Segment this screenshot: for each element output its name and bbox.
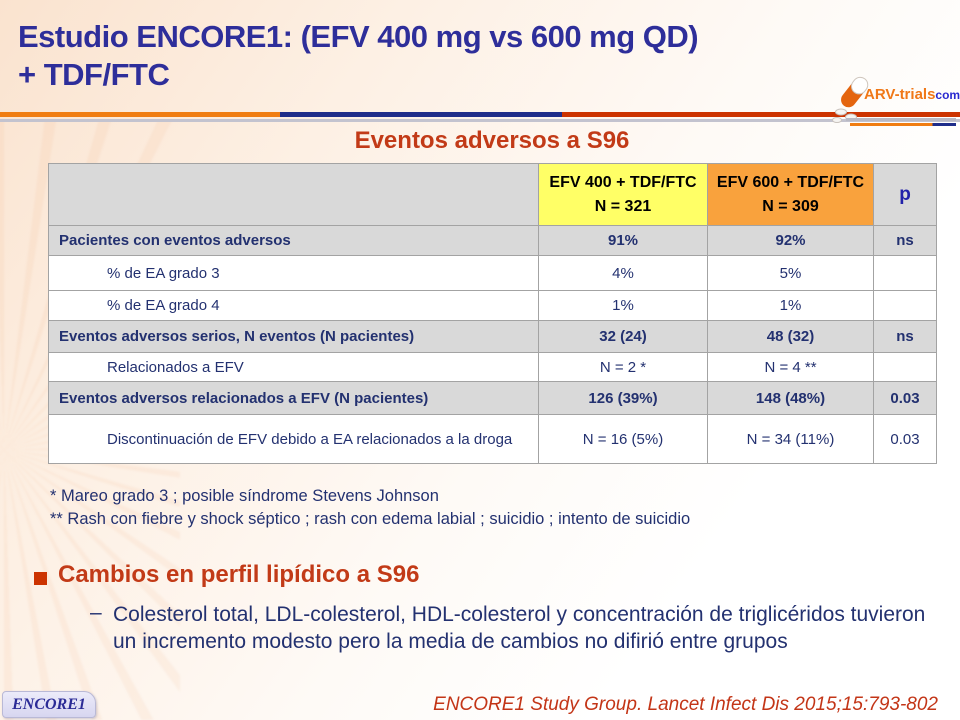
row-label: Eventos adversos relacionados a EFV (N p… [48, 381, 539, 415]
row-p-value [873, 352, 937, 382]
divider-orange-segment [0, 112, 280, 117]
arm2-name: EFV 600 + TDF/FTC [716, 174, 865, 192]
row-value-arm1: N = 16 (5%) [538, 414, 708, 464]
arv-trials-logo: ARV-trialscom [832, 74, 960, 130]
row-value-arm2: 148 (48%) [707, 381, 874, 415]
row-value-arm2: N = 34 (11%) [707, 414, 874, 464]
row-value-arm2: 92% [707, 225, 874, 256]
row-label: Relacionados a EFV [48, 352, 539, 382]
row-label: Eventos adversos serios, N eventos (N pa… [48, 320, 539, 353]
sub-bullet-dash: – [90, 601, 102, 624]
table-row: Eventos adversos serios, N eventos (N pa… [48, 320, 937, 353]
row-value-arm2: 48 (32) [707, 320, 874, 353]
header-arm1-cell: EFV 400 + TDF/FTC N = 321 [538, 163, 708, 226]
table-row: Pacientes con eventos adversos 91% 92% n… [48, 225, 937, 256]
adverse-events-table: EFV 400 + TDF/FTC N = 321 EFV 600 + TDF/… [48, 163, 937, 464]
row-p-value [873, 290, 937, 321]
footnote-1: * Mareo grado 3 ; posible síndrome Steve… [50, 487, 439, 505]
row-p-value: 0.03 [873, 381, 937, 415]
row-p-value: 0.03 [873, 414, 937, 464]
lipids-body-text: Colesterol total, LDL-colesterol, HDL-co… [113, 603, 926, 654]
row-p-value [873, 255, 937, 291]
table-row: Relacionados a EFV N = 2 * N = 4 ** [48, 352, 937, 382]
arm1-name: EFV 400 + TDF/FTC [549, 174, 697, 192]
row-value-arm1: 1% [538, 290, 708, 321]
row-value-arm1: N = 2 * [538, 352, 708, 382]
row-value-arm1: 126 (39%) [538, 381, 708, 415]
row-label: Discontinuación de EFV debido a EA relac… [48, 414, 539, 464]
encore1-badge: ENCORE1 [2, 691, 96, 718]
arm2-n: N = 309 [762, 197, 819, 215]
table-row: Eventos adversos relacionados a EFV (N p… [48, 381, 937, 415]
logo-text-main: ARV-trials [864, 86, 936, 103]
slide-title-line1: Estudio ENCORE1: (EFV 400 mg vs 600 mg Q… [18, 19, 699, 54]
logo-text-suffix: com [935, 88, 960, 102]
row-value-arm2: N = 4 ** [707, 352, 874, 382]
row-value-arm1: 91% [538, 225, 708, 256]
lipids-heading: Cambios en perfil lipídico a S96 [58, 561, 420, 588]
citation-text: ENCORE1 Study Group. Lancet Infect Dis 2… [433, 694, 938, 715]
row-label: % de EA grado 4 [48, 290, 539, 321]
header-arm2-cell: EFV 600 + TDF/FTC N = 309 [707, 163, 874, 226]
title-divider [0, 112, 960, 117]
row-value-arm1: 4% [538, 255, 708, 291]
logo-text: ARV-trialscom [864, 86, 960, 103]
divider-gray-line [0, 119, 960, 122]
slide-title-line2: + TDF/FTC [18, 56, 170, 92]
table-row: Discontinuación de EFV debido a EA relac… [48, 414, 937, 464]
divider-navy-segment [280, 112, 562, 117]
table-footnotes: * Mareo grado 3 ; posible síndrome Steve… [50, 485, 930, 531]
table-header-row: EFV 400 + TDF/FTC N = 321 EFV 600 + TDF/… [48, 163, 937, 226]
footnote-2: ** Rash con fiebre y shock séptico ; ras… [50, 510, 691, 529]
table-title: Eventos adversos a S96 [354, 127, 630, 154]
divider-red-segment [562, 112, 960, 117]
table-row: % de EA grado 4 1% 1% [48, 290, 937, 321]
arm1-n: N = 321 [594, 197, 652, 215]
row-value-arm1: 32 (24) [538, 320, 708, 353]
bullet-square-icon [34, 572, 47, 585]
row-label: % de EA grado 3 [48, 255, 539, 291]
header-empty-cell [48, 163, 539, 226]
row-value-arm2: 1% [707, 290, 874, 321]
row-label: Pacientes con eventos adversos [48, 225, 539, 256]
slide-title: Estudio ENCORE1: (EFV 400 mg vs 600 mg Q… [18, 18, 838, 94]
logo-bar-gray [846, 118, 956, 121]
header-p-cell: p [873, 163, 937, 226]
row-p-value: ns [873, 225, 937, 256]
row-p-value: ns [873, 320, 937, 353]
pill-capsule-icon [832, 76, 869, 123]
row-value-arm2: 5% [707, 255, 874, 291]
table-row: % de EA grado 3 4% 5% [48, 255, 937, 291]
logo-bar-orange [850, 123, 956, 126]
